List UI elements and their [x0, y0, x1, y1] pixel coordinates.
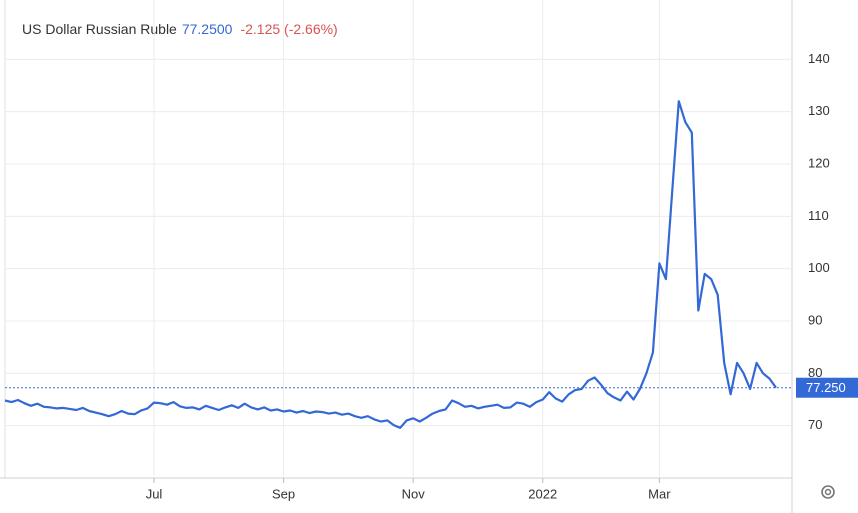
- instrument-name: US Dollar Russian Ruble: [22, 21, 177, 37]
- gear-ring: [821, 485, 835, 499]
- y-tick-label: 100: [808, 260, 830, 275]
- x-tick-label: Sep: [272, 486, 295, 501]
- price: 77.2500: [182, 21, 233, 37]
- x-tick-label: Jul: [146, 486, 163, 501]
- y-tick-label: 120: [808, 155, 830, 170]
- y-tick-label: 90: [808, 312, 822, 327]
- plot-area: [0, 0, 793, 513]
- y-tick-label: 140: [808, 51, 830, 66]
- x-tick-label: Nov: [402, 486, 426, 501]
- last-price-label: 77.250: [806, 380, 846, 395]
- change: -2.125 (-2.66%): [240, 21, 337, 37]
- x-tick-label: Mar: [648, 486, 671, 501]
- chart-title: US Dollar Russian Ruble 77.2500 -2.125 (-2…: [22, 21, 338, 37]
- settings-icon[interactable]: [821, 485, 835, 499]
- last-price-box: [796, 377, 858, 398]
- y-tick-label: 80: [808, 365, 822, 380]
- y-tick-label: 110: [808, 208, 829, 223]
- y-tick-label: 130: [808, 103, 830, 118]
- x-tick-label: 2022: [528, 486, 557, 501]
- gear-hub: [824, 488, 832, 496]
- y-tick-label: 70: [808, 417, 822, 432]
- price-line: [4, 100, 777, 429]
